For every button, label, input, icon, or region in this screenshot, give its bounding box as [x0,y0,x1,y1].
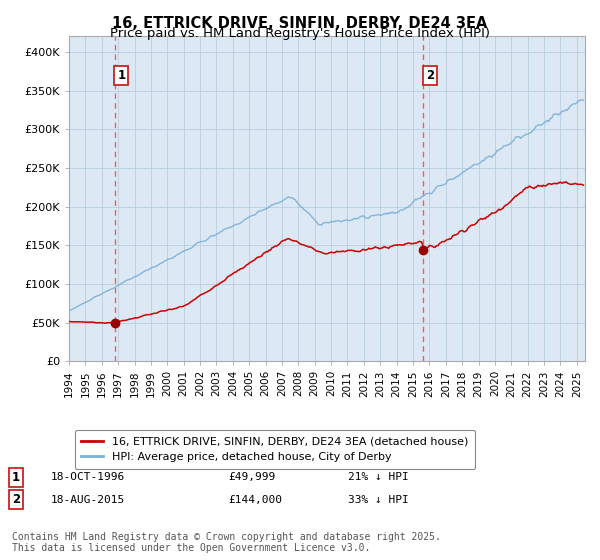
Text: £144,000: £144,000 [228,494,282,505]
Text: Contains HM Land Registry data © Crown copyright and database right 2025.
This d: Contains HM Land Registry data © Crown c… [12,531,441,553]
Legend: 16, ETTRICK DRIVE, SINFIN, DERBY, DE24 3EA (detached house), HPI: Average price,: 16, ETTRICK DRIVE, SINFIN, DERBY, DE24 3… [74,430,475,469]
Text: 2: 2 [426,68,434,82]
Text: Price paid vs. HM Land Registry's House Price Index (HPI): Price paid vs. HM Land Registry's House … [110,27,490,40]
Text: 1: 1 [118,68,125,82]
Text: 33% ↓ HPI: 33% ↓ HPI [348,494,409,505]
Text: £49,999: £49,999 [228,472,275,482]
Text: 21% ↓ HPI: 21% ↓ HPI [348,472,409,482]
Text: 18-AUG-2015: 18-AUG-2015 [51,494,125,505]
Text: 16, ETTRICK DRIVE, SINFIN, DERBY, DE24 3EA: 16, ETTRICK DRIVE, SINFIN, DERBY, DE24 3… [112,16,488,31]
Text: 2: 2 [12,493,20,506]
Text: 18-OCT-1996: 18-OCT-1996 [51,472,125,482]
Text: 1: 1 [12,470,20,484]
